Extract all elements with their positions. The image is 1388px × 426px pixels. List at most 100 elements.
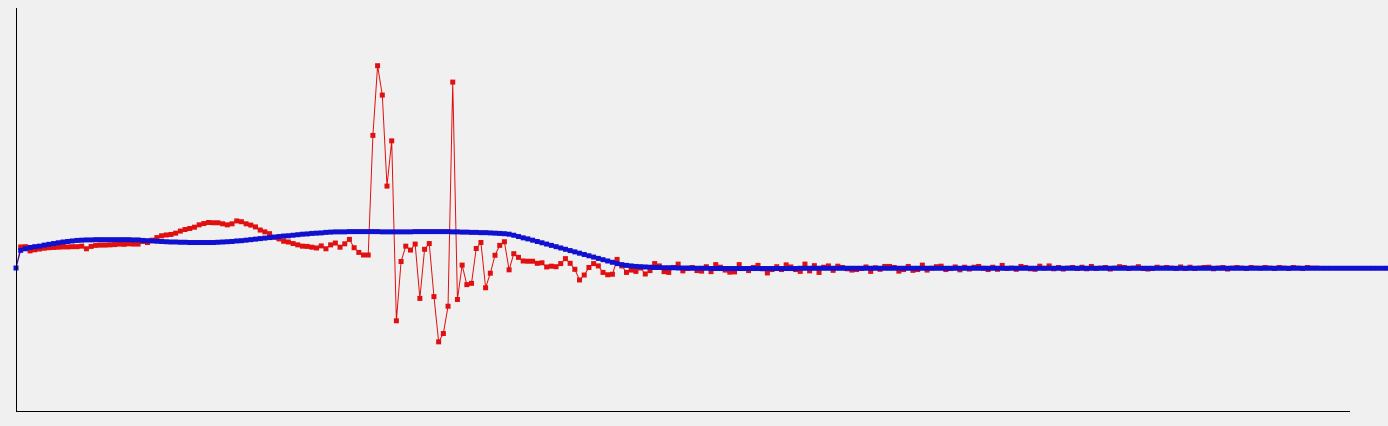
series-2-point xyxy=(1328,265,1334,271)
series-2-point xyxy=(994,265,1000,271)
series-2-point xyxy=(22,246,28,252)
series-1-point xyxy=(567,260,573,266)
series-1-point xyxy=(802,261,808,267)
series-1-point xyxy=(680,268,686,274)
series-2-point xyxy=(642,264,648,270)
series-1-point xyxy=(586,264,592,270)
series-1-point xyxy=(464,282,470,288)
series-2-point xyxy=(562,246,568,252)
series-1-point xyxy=(450,79,456,85)
series-2-point xyxy=(609,259,615,265)
series-1-point xyxy=(595,263,601,269)
series-1-point xyxy=(55,244,61,250)
series-1-point xyxy=(591,261,597,267)
series-1-point xyxy=(285,239,291,245)
series-1-point xyxy=(896,268,902,274)
series-1-point xyxy=(309,244,315,250)
series-2-point xyxy=(295,232,301,238)
series-2-point xyxy=(398,229,404,235)
series-2-point xyxy=(534,238,540,244)
series-1-point xyxy=(732,269,738,275)
series-1-point xyxy=(215,220,221,226)
series-2-point xyxy=(854,265,860,271)
series-2-point xyxy=(553,244,559,250)
series-1-point xyxy=(295,242,301,248)
series-1-point xyxy=(201,221,207,227)
series-2-point xyxy=(1084,265,1090,271)
series-2-point xyxy=(1234,265,1240,271)
series-1-point xyxy=(572,266,578,272)
series-2-point xyxy=(309,230,315,236)
series-1-point xyxy=(548,263,554,269)
series-2-point xyxy=(1112,265,1118,271)
series-1-point xyxy=(628,267,634,273)
series-2-point xyxy=(544,241,550,247)
series-2-point xyxy=(351,229,357,235)
series-1-point xyxy=(868,268,874,274)
series-2-point xyxy=(985,265,991,271)
series-2-point xyxy=(1286,265,1292,271)
series-2-point xyxy=(196,240,202,246)
series-1-point xyxy=(483,285,489,291)
series-2-point xyxy=(210,240,216,246)
series-2-point xyxy=(830,265,836,271)
series-1-point xyxy=(398,259,404,264)
series-2-point xyxy=(46,241,52,247)
series-2-point xyxy=(1333,265,1339,271)
series-2-point xyxy=(1239,265,1245,271)
series-2-point xyxy=(1337,265,1343,271)
series-2-point xyxy=(1046,265,1052,271)
series-2-point xyxy=(1314,265,1320,271)
series-2-point xyxy=(1060,265,1066,271)
series-1-point xyxy=(454,296,460,302)
series-2-point xyxy=(1206,265,1212,271)
series-2-point xyxy=(825,265,831,271)
series-2-point xyxy=(933,265,939,271)
series-1-point xyxy=(69,244,75,250)
series-2-point xyxy=(581,251,587,257)
series-2-point xyxy=(638,264,644,270)
series-2-point xyxy=(1220,265,1226,271)
series-1-point xyxy=(999,262,1005,268)
series-1-point xyxy=(159,233,165,239)
series-1-point xyxy=(647,268,653,274)
series-2-point xyxy=(337,229,343,235)
series-2-point xyxy=(393,229,399,235)
series-1-point xyxy=(304,243,310,249)
series-2-point xyxy=(1159,265,1165,271)
series-2-point xyxy=(1037,265,1043,271)
series-2-point xyxy=(234,238,240,244)
series-2-point xyxy=(469,229,475,235)
series-2-point xyxy=(1173,265,1179,271)
series-2-point xyxy=(670,265,676,271)
series-2-point xyxy=(422,229,428,235)
series-1-point xyxy=(417,295,423,301)
series-1-point xyxy=(384,183,390,189)
series-2-point xyxy=(1149,265,1155,271)
series-2-point xyxy=(849,265,855,271)
series-2-point xyxy=(910,265,916,271)
series-2-point xyxy=(436,229,442,235)
series-1-point xyxy=(375,63,381,69)
series-2-point xyxy=(74,237,80,243)
series-1-point xyxy=(675,261,681,267)
series-2-point xyxy=(858,265,864,271)
series-2-point xyxy=(1070,265,1076,271)
series-2-point xyxy=(1211,265,1217,271)
series-1-point xyxy=(478,240,484,246)
series-1-point xyxy=(60,244,66,250)
series-2-point xyxy=(459,229,465,235)
series-2-point xyxy=(511,232,517,238)
series-2-point xyxy=(736,266,742,272)
series-2-point xyxy=(1154,265,1160,271)
series-2-point xyxy=(722,266,728,272)
series-1-point xyxy=(623,269,629,275)
series-1-point xyxy=(642,271,648,277)
series-1-point xyxy=(154,235,160,241)
series-2-point xyxy=(36,243,42,249)
series-2-point xyxy=(1056,265,1062,271)
series-2-point xyxy=(901,265,907,271)
series-2-point xyxy=(769,266,775,272)
series-1-point xyxy=(130,241,136,247)
series-2-point xyxy=(600,257,606,263)
